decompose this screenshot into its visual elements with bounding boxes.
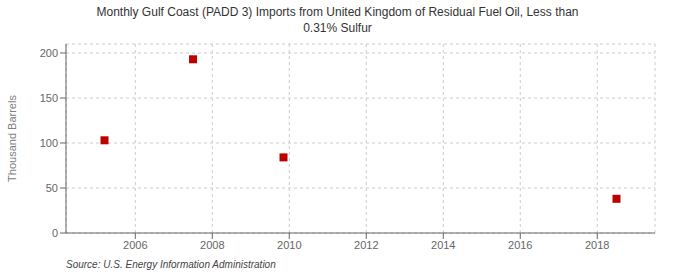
svg-text:200: 200	[40, 47, 58, 59]
svg-text:0: 0	[52, 227, 58, 239]
svg-text:100: 100	[40, 137, 58, 149]
svg-text:2008: 2008	[200, 239, 224, 251]
svg-text:2014: 2014	[431, 239, 455, 251]
svg-text:2016: 2016	[508, 239, 532, 251]
svg-text:150: 150	[40, 92, 58, 104]
svg-text:2006: 2006	[123, 239, 147, 251]
svg-text:2010: 2010	[277, 239, 301, 251]
svg-text:2012: 2012	[354, 239, 378, 251]
svg-text:Thousand Barrels: Thousand Barrels	[8, 95, 18, 182]
svg-text:50: 50	[46, 182, 58, 194]
svg-text:2018: 2018	[585, 239, 609, 251]
html-text:Monthly Gulf Coast (PADD 3) Im: Monthly Gulf Coast (PADD 3) Imports from…	[96, 5, 579, 19]
html-text:0.31% Sulfur: 0.31% Sulfur	[303, 21, 372, 35]
html-text:Source: U.S. Energy Informatio: Source: U.S. Energy Information Administ…	[66, 259, 276, 270]
